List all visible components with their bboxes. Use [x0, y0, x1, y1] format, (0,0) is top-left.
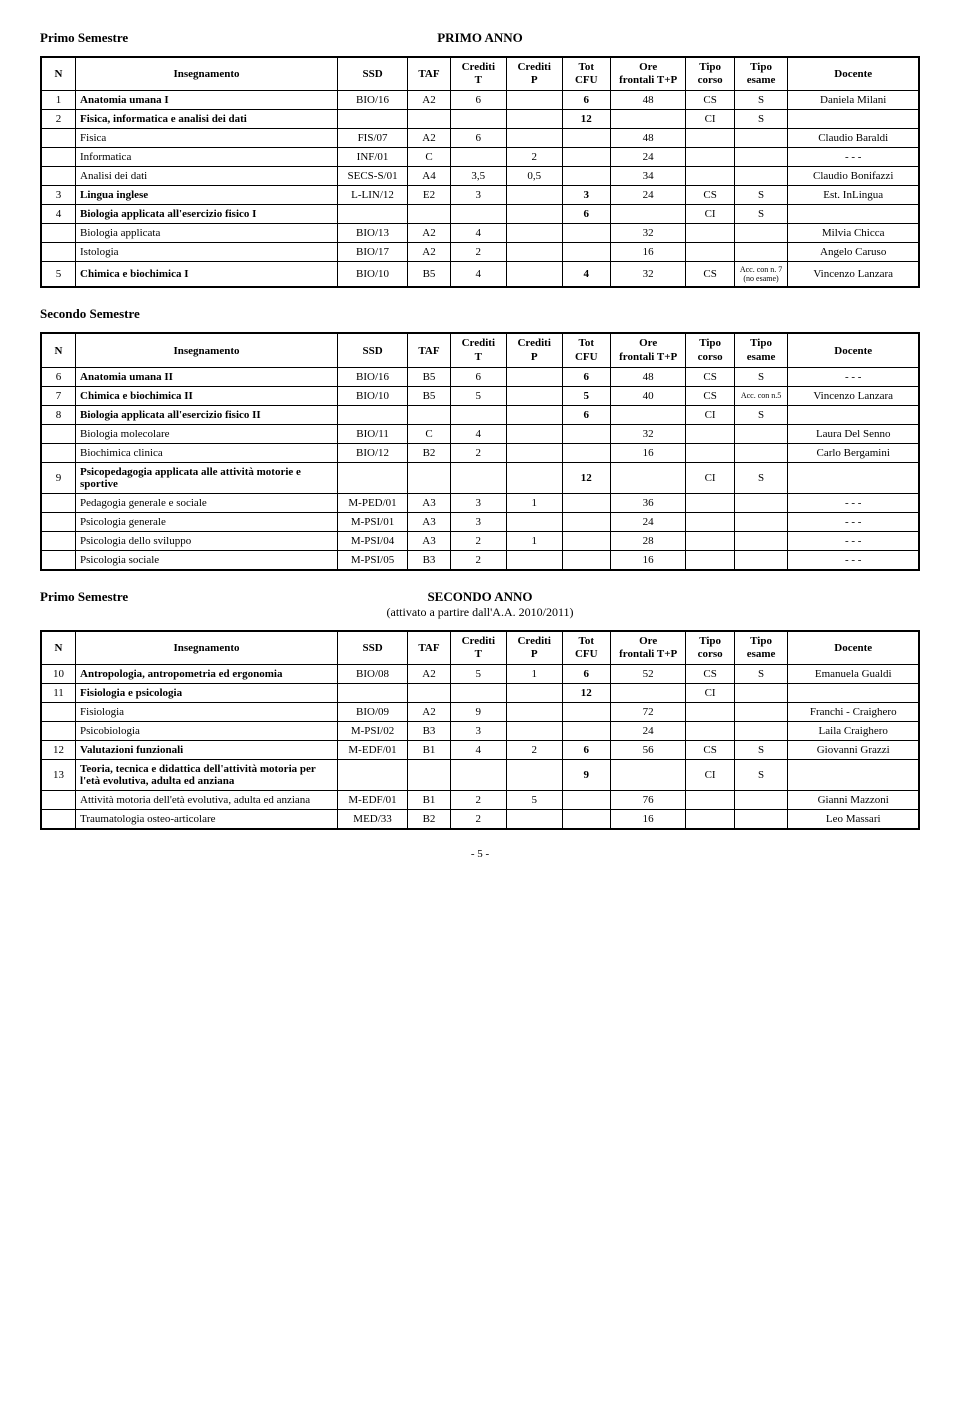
table-row: 5 Chimica e biochimica I BIO/10 B5 4 4 3… [41, 262, 919, 288]
th-tc: Tipocorso [686, 57, 734, 91]
table-header-row: N Insegnamento SSD TAF CreditiT CreditiP… [41, 631, 919, 665]
th-ct: CreditiT [450, 57, 506, 91]
table-row: 3 Lingua inglese L-LIN/12 E2 3 3 24 CS S… [41, 186, 919, 205]
th-ore: Orefrontali T+P [610, 57, 686, 91]
th-te: Tipoesame [734, 57, 788, 91]
year2-sub: (attivato a partire dall'A.A. 2010/2011) [240, 605, 720, 620]
table-row: 1 Anatomia umana I BIO/16 A2 6 6 48 CS S… [41, 91, 919, 110]
table-row: Biologia applicata BIO/13 A2 4 32 Milvia… [41, 224, 919, 243]
table-year2-sem1: N Insegnamento SSD TAF CreditiT CreditiP… [40, 630, 920, 830]
year1-sem1-header: Primo Semestre PRIMO ANNO [40, 30, 920, 46]
table-row: 10 Antropologia, antropometria ed ergono… [41, 665, 919, 684]
table-row: 9 Psicopedagogia applicata alle attività… [41, 462, 919, 493]
th-tot: TotCFU [562, 57, 610, 91]
table-row: Attività motoria dell'età evolutiva, adu… [41, 791, 919, 810]
sem2-label: Secondo Semestre [40, 306, 920, 322]
table-header-row: N Insegnamento SSD TAF CreditiT CreditiP… [41, 333, 919, 367]
th-taf: TAF [408, 57, 451, 91]
table-row: 8 Biologia applicata all'esercizio fisic… [41, 405, 919, 424]
table-row: Psicobiologia M-PSI/02 B3 3 24 Laila Cra… [41, 722, 919, 741]
table-row: Biochimica clinica BIO/12 B2 2 16 Carlo … [41, 443, 919, 462]
table-row: Psicologia sociale M-PSI/05 B3 2 16 - - … [41, 550, 919, 570]
table-row: Biologia molecolare BIO/11 C 4 32 Laura … [41, 424, 919, 443]
table-row: Fisiologia BIO/09 A2 9 72 Franchi - Crai… [41, 703, 919, 722]
table-row: 6 Anatomia umana II BIO/16 B5 6 6 48 CS … [41, 367, 919, 386]
table-row: Analisi dei dati SECS-S/01 A4 3,5 0,5 34… [41, 167, 919, 186]
table-row: Pedagogia generale e sociale M-PED/01 A3… [41, 493, 919, 512]
th-cp: CreditiP [506, 57, 562, 91]
sem1-label: Primo Semestre [40, 30, 240, 46]
table-row: Psicologia generale M-PSI/01 A3 3 24 - -… [41, 512, 919, 531]
page-number: - 5 - [40, 848, 920, 860]
table-row: Psicologia dello sviluppo M-PSI/04 A3 2 … [41, 531, 919, 550]
table-year1-sem2: N Insegnamento SSD TAF CreditiT CreditiP… [40, 332, 920, 570]
table-row: Traumatologia osteo-articolare MED/33 B2… [41, 810, 919, 830]
table-year1-sem1: N Insegnamento SSD TAF CreditiT CreditiP… [40, 56, 920, 288]
year2-header: Primo Semestre SECONDO ANNO (attivato a … [40, 589, 920, 620]
th-n: N [41, 57, 76, 91]
table-row: 13 Teoria, tecnica e didattica dell'atti… [41, 760, 919, 791]
table-row: Istologia BIO/17 A2 2 16 Angelo Caruso [41, 243, 919, 262]
table-row: Informatica INF/01 C 2 24 - - - [41, 148, 919, 167]
year2-sem1-label: Primo Semestre [40, 589, 240, 605]
year1-title: PRIMO ANNO [240, 30, 720, 46]
table-row: Fisica FIS/07 A2 6 48 Claudio Baraldi [41, 129, 919, 148]
table-row: 4 Biologia applicata all'esercizio fisic… [41, 205, 919, 224]
table-header-row: N Insegnamento SSD TAF CreditiT CreditiP… [41, 57, 919, 91]
table-row: 2 Fisica, informatica e analisi dei dati… [41, 110, 919, 129]
year2-title: SECONDO ANNO [240, 589, 720, 605]
table-row: 11 Fisiologia e psicologia 12 CI [41, 684, 919, 703]
th-ins: Insegnamento [76, 57, 338, 91]
table-row: 12 Valutazioni funzionali M-EDF/01 B1 4 … [41, 741, 919, 760]
th-ssd: SSD [337, 57, 407, 91]
table-row: 7 Chimica e biochimica II BIO/10 B5 5 5 … [41, 386, 919, 405]
th-doc: Docente [788, 57, 919, 91]
